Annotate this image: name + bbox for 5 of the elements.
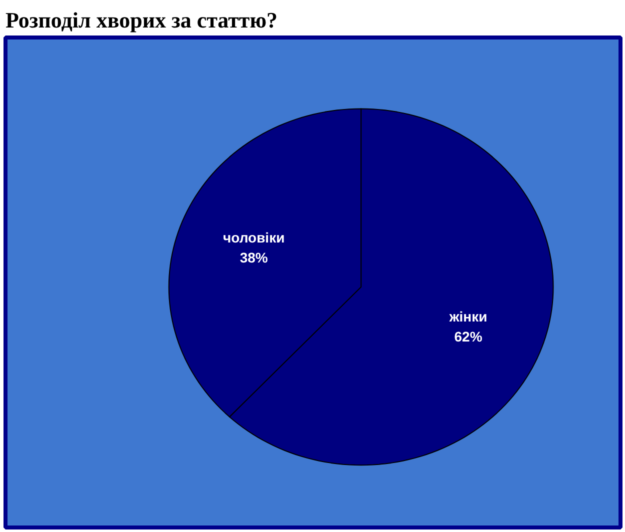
data-label: 62% [454,328,483,344]
chart-title: Розподіл хворих за статтю? [6,8,278,32]
slice-label: чоловіки [222,230,285,246]
slice-label: жінки [448,308,488,324]
data-label: 38% [240,250,268,266]
